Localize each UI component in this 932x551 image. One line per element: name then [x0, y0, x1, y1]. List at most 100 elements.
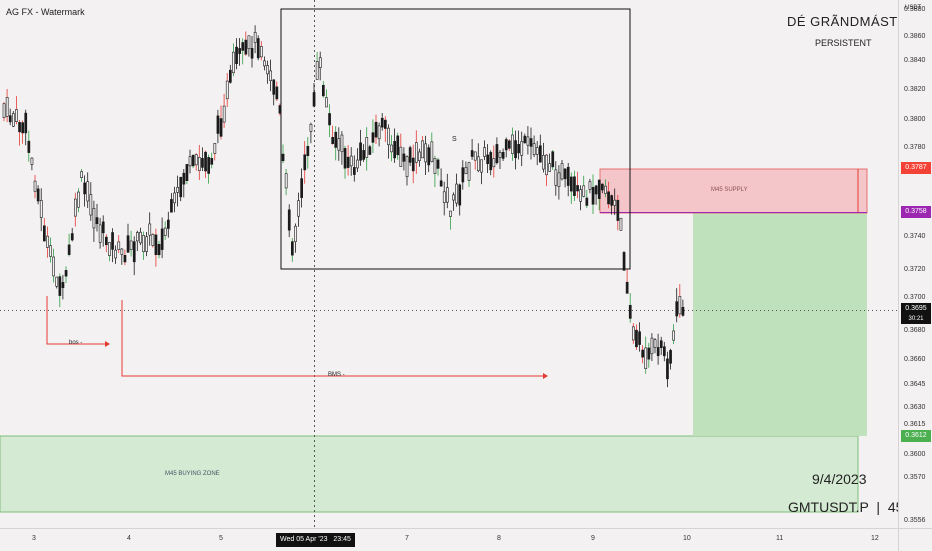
candle-body [114, 249, 117, 259]
candle-body [644, 347, 648, 369]
candle-body [139, 231, 142, 244]
candle-body [545, 154, 548, 176]
price-tick: 0.3556 [904, 517, 926, 524]
candle-body [569, 176, 573, 192]
candle-body [501, 152, 505, 159]
candle-body [5, 96, 9, 117]
candle-body [108, 242, 111, 256]
time-tick: 11 [776, 535, 784, 542]
candle-body [12, 113, 15, 127]
candle-body [70, 233, 74, 241]
candle-body [244, 39, 248, 55]
candle-body [535, 147, 539, 155]
candle-body [638, 331, 641, 345]
candle-body [219, 118, 223, 137]
candle-body [21, 122, 25, 134]
candle-body [179, 176, 183, 198]
price-tick: 0.3615 [904, 421, 926, 428]
candle-body [117, 241, 121, 250]
price-tick: 0.3840 [904, 57, 926, 64]
target-zone [693, 213, 867, 436]
candle-body [207, 157, 211, 174]
candle-body [424, 143, 428, 163]
price-tick: 0.3680 [904, 327, 926, 334]
candle-body [641, 349, 644, 358]
candle-body [504, 139, 508, 151]
candle-body [607, 191, 610, 205]
candle-body [625, 281, 629, 294]
candle-body [263, 60, 266, 67]
candle-body [309, 123, 313, 132]
brand-tagline: PERSISTENT [815, 38, 872, 48]
candle-body [662, 346, 666, 357]
candle-body [281, 153, 285, 162]
supply-zone-label: M45 SUPPLY [711, 187, 748, 193]
candle-body [529, 138, 533, 147]
candle-body [315, 61, 319, 80]
candle-countdown: 30:21 [901, 314, 931, 324]
candle-body [92, 208, 96, 229]
price-axis[interactable]: USDT 0.3880 0.3860 0.3840 0.3820 0.3800 0.378… [898, 0, 932, 528]
candle-body [449, 210, 452, 217]
candle-body [213, 143, 217, 154]
chart-area[interactable]: AG FX - Watermark DÉ GRÃNDMÁSTËR PERSIST… [0, 0, 916, 528]
candle-body [405, 156, 409, 178]
candle-body [442, 191, 446, 204]
candle-body [142, 235, 145, 253]
candle-body [445, 187, 449, 203]
candle-body [526, 136, 530, 146]
candle-body [514, 140, 517, 159]
candle-body [232, 51, 235, 74]
candle-body [387, 127, 390, 146]
candle-body [380, 117, 384, 128]
time-tick: 9 [591, 535, 595, 542]
candle-body [30, 157, 34, 165]
candle-body [312, 92, 316, 107]
candle-body [303, 154, 307, 171]
candle-body [33, 180, 37, 192]
candle-body [95, 217, 99, 225]
candle-body [653, 339, 657, 348]
candle-body [269, 70, 273, 81]
candle-body [67, 244, 71, 255]
price-tick: 0.3645 [904, 381, 926, 388]
candle-body [256, 38, 260, 59]
price-chart[interactable] [0, 0, 898, 528]
candle-body [173, 192, 176, 204]
candle-body [176, 187, 180, 193]
candle-body [579, 189, 582, 202]
time-axis[interactable]: 3 4 5 7 8 9 10 11 12 Wed 05 Apr '23 23:45 [0, 528, 898, 551]
footer-date: 9/4/2023 [812, 471, 867, 487]
candle-body [396, 135, 400, 156]
chart-title: AG FX - Watermark [6, 7, 85, 17]
candle-body [433, 158, 437, 174]
candle-body [98, 224, 102, 243]
candle-body [64, 270, 68, 277]
candle-body [480, 159, 483, 173]
candle-body [39, 200, 43, 218]
candle-body [151, 234, 155, 246]
candle-body [436, 159, 440, 169]
candle-body [616, 199, 620, 221]
candle-body [628, 304, 632, 319]
candle-body [588, 181, 592, 190]
candle-body [167, 219, 170, 229]
candle-body [154, 234, 158, 256]
candle-body [582, 185, 586, 197]
candle-body [120, 248, 124, 255]
candle-body [49, 245, 52, 257]
candle-body [542, 155, 545, 170]
candle-body [554, 169, 558, 186]
candle-body [458, 184, 462, 206]
candle-body [656, 347, 660, 357]
structure-label: S [452, 136, 457, 143]
candle-body [517, 144, 520, 154]
candle-body [163, 227, 167, 236]
candle-body [613, 199, 617, 206]
candle-body [470, 150, 474, 157]
candle-body [418, 151, 421, 161]
bms-line [121, 300, 546, 377]
candle-body [650, 337, 654, 355]
candle-body [46, 235, 49, 248]
candle-body [399, 146, 403, 167]
